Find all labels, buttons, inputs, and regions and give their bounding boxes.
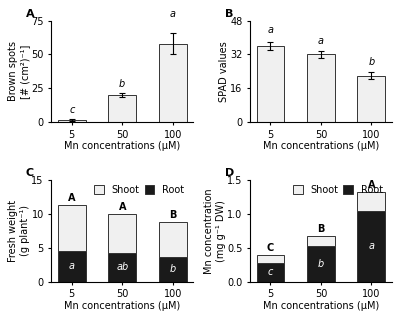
Bar [358,76,385,122]
Y-axis label: Mn concentration
(mg g⁻¹ DW): Mn concentration (mg g⁻¹ DW) [204,188,226,274]
Bar [108,214,136,253]
Text: D: D [225,168,234,178]
Text: ab: ab [116,263,128,272]
Bar [256,255,284,263]
Text: b: b [170,264,176,274]
Bar [307,236,335,246]
Text: A: A [68,193,76,203]
Text: a: a [268,26,274,35]
Bar [307,246,335,282]
X-axis label: Mn concentrations (μM): Mn concentrations (μM) [64,141,180,151]
Text: a: a [69,261,75,271]
Text: B: B [169,210,176,220]
Text: b: b [368,57,374,67]
Text: C: C [26,168,34,178]
Legend: Shoot, Root: Shoot, Root [92,183,186,197]
Bar [256,46,284,122]
Text: B: B [225,9,233,19]
Text: b: b [318,259,324,269]
Bar [58,120,86,122]
Bar [159,257,186,282]
Bar [159,222,186,257]
Bar [58,251,86,282]
Text: a: a [170,9,176,19]
Text: A: A [118,202,126,212]
Text: B: B [317,224,324,234]
X-axis label: Mn concentrations (μM): Mn concentrations (μM) [263,141,379,151]
X-axis label: Mn concentrations (μM): Mn concentrations (μM) [263,301,379,311]
Y-axis label: Brown spots
[# (cm²)⁻¹]: Brown spots [# (cm²)⁻¹] [8,41,30,101]
Bar [358,192,385,211]
Text: b: b [119,79,125,89]
Bar [358,211,385,282]
Text: C: C [267,243,274,253]
Legend: Shoot, Root: Shoot, Root [291,183,385,197]
Text: c: c [69,105,74,115]
Y-axis label: SPAD values: SPAD values [219,41,229,102]
Text: A: A [26,9,35,19]
Text: a: a [318,36,324,46]
Y-axis label: Fresh weight
(g plant⁻¹): Fresh weight (g plant⁻¹) [8,200,30,262]
Text: c: c [268,268,273,278]
Bar [256,263,284,282]
Bar [108,253,136,282]
Text: A: A [368,180,375,189]
Text: a: a [368,241,374,251]
Bar [159,44,186,122]
Bar [58,205,86,251]
Bar [307,55,335,122]
Bar [108,95,136,122]
X-axis label: Mn concentrations (μM): Mn concentrations (μM) [64,301,180,311]
